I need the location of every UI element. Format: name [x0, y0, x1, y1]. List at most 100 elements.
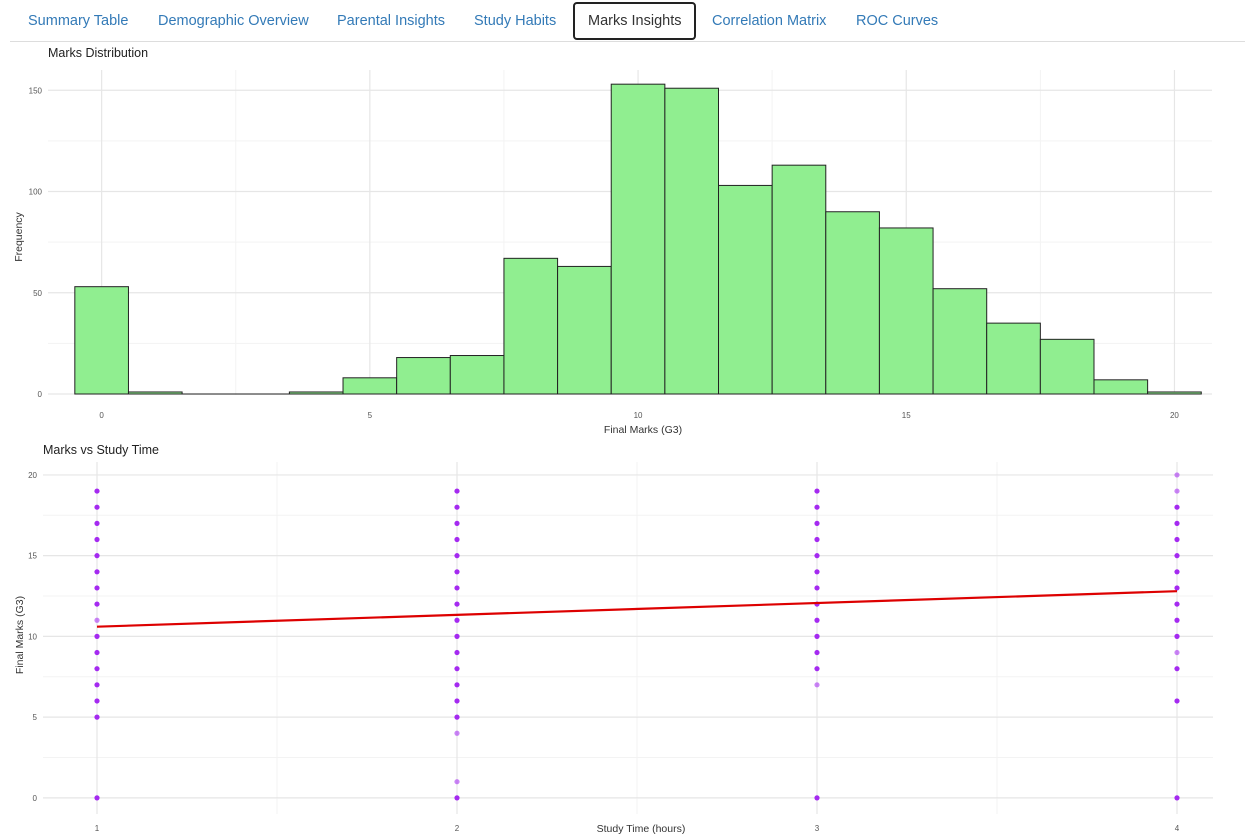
histogram-bar: [718, 184, 773, 395]
x-axis-label: Study Time (hours): [597, 823, 686, 835]
scatter-point: [94, 649, 100, 656]
scatter-point: [94, 520, 100, 526]
scatter-point: [1174, 569, 1180, 575]
scatter-point: [94, 714, 100, 720]
histogram-bar: [1147, 391, 1202, 395]
scatter-point: [94, 504, 100, 510]
x-tick-label: 10: [634, 411, 643, 420]
histogram-bar: [74, 286, 129, 395]
tab-parental-insights[interactable]: Parental Insights: [337, 13, 446, 29]
scatter-point: [454, 569, 460, 575]
scatter-point: [454, 698, 460, 704]
tick-labels: 0 5 10 15 20 0 50 100 150: [29, 86, 1180, 420]
scatter-point: [94, 569, 100, 575]
scatter-point: [814, 617, 820, 623]
y-tick-label: 10: [28, 632, 37, 641]
scatter-point: [94, 585, 100, 591]
y-tick-label: 20: [28, 471, 37, 480]
x-tick-label: 20: [1170, 411, 1179, 420]
histogram-bar: [878, 227, 934, 395]
scatter-point: [1174, 601, 1180, 607]
histogram-bar: [396, 357, 451, 395]
scatter-point: [454, 601, 460, 607]
scatter-point: [94, 795, 100, 801]
marks-distribution-chart: Marks Distribution 0 5 10 15 20 0 50 100 150 Fin…: [13, 46, 1212, 436]
scatter-point: [814, 585, 820, 591]
scatter-point: [1174, 504, 1180, 510]
scatter-point: [94, 698, 100, 704]
tab-bar: Summary Table Demographic Overview Paren…: [10, 0, 1245, 42]
scatter-point: [1174, 666, 1180, 672]
histogram-bar: [503, 257, 559, 395]
scatter-point: [454, 795, 460, 801]
scatter-point: [454, 714, 460, 720]
histogram-bar: [342, 377, 398, 395]
scatter-point: [1174, 488, 1180, 494]
histogram-bar: [1093, 379, 1149, 395]
scatter-point: [454, 649, 460, 656]
y-tick-label: 5: [33, 713, 38, 722]
trend-line: [96, 590, 1178, 628]
scatter-point: [454, 730, 460, 736]
scatter-point: [1174, 795, 1180, 801]
histogram-bar: [127, 391, 183, 395]
scatter-point: [94, 682, 100, 688]
x-tick-label: 3: [815, 824, 820, 833]
histogram-bar: [664, 87, 720, 395]
histogram-bar: [825, 211, 880, 395]
x-tick-label: 1: [95, 824, 100, 833]
y-tick-label: 50: [33, 289, 42, 298]
chart-title: Marks Distribution: [48, 46, 148, 60]
histogram-bar: [288, 391, 344, 395]
chart-title: Marks vs Study Time: [43, 443, 159, 457]
scatter-point: [454, 536, 460, 543]
scatter-point: [454, 585, 460, 591]
scatter-point: [454, 520, 460, 526]
scatter-point: [814, 504, 820, 510]
tab-study-habits[interactable]: Study Habits: [474, 13, 557, 29]
scatter-point: [814, 553, 820, 559]
scatter-point: [454, 779, 460, 785]
scatter-point: [1174, 649, 1180, 656]
histogram-bar: [449, 355, 505, 395]
tab-marks-insights[interactable]: Marks Insights: [573, 2, 697, 40]
tab-roc-curves[interactable]: ROC Curves: [856, 13, 939, 29]
scatter-point: [454, 504, 460, 510]
scatter-point: [1174, 553, 1180, 559]
scatter-point: [94, 536, 100, 543]
scatter-point: [94, 666, 100, 672]
x-tick-label: 2: [455, 824, 460, 833]
scatter-point: [454, 488, 460, 494]
scatter-point: [814, 666, 820, 672]
tab-summary-table[interactable]: Summary Table: [28, 13, 129, 29]
tab-correlation-matrix[interactable]: Correlation Matrix: [712, 13, 827, 29]
y-tick-label: 0: [38, 390, 43, 399]
scatter-point: [1174, 617, 1180, 623]
scatter-point: [1174, 536, 1180, 543]
y-axis-label: Final Marks (G3): [14, 596, 26, 674]
scatter-point: [814, 633, 820, 639]
tab-demographic-overview[interactable]: Demographic Overview: [158, 13, 309, 29]
y-tick-label: 150: [29, 86, 43, 95]
scatter-point: [814, 536, 820, 543]
scatter-point: [454, 682, 460, 688]
y-tick-label: 100: [29, 188, 43, 197]
y-tick-label: 15: [28, 552, 37, 561]
scatter-point: [94, 601, 100, 607]
histogram-bar: [986, 322, 1041, 395]
scatter-point: [454, 666, 460, 672]
y-tick-label: 0: [33, 794, 38, 803]
scatter-point: [1174, 520, 1180, 526]
scatter-point: [94, 553, 100, 559]
scatter-point: [94, 617, 100, 623]
scatter-point: [454, 553, 460, 559]
marks-vs-study-time-chart: Marks vs Study Time 1 2 3 4 0 5 10 15 20 Study T…: [14, 443, 1213, 835]
points: [94, 472, 1180, 801]
tick-labels: 1 2 3 4 0 5 10 15 20: [28, 471, 1180, 833]
scatter-point: [1174, 472, 1180, 478]
x-axis-label: Final Marks (G3): [604, 424, 682, 436]
histogram-bar: [932, 288, 988, 395]
scatter-point: [454, 617, 460, 623]
scatter-point: [1174, 585, 1180, 591]
trend-line: [96, 590, 1178, 628]
